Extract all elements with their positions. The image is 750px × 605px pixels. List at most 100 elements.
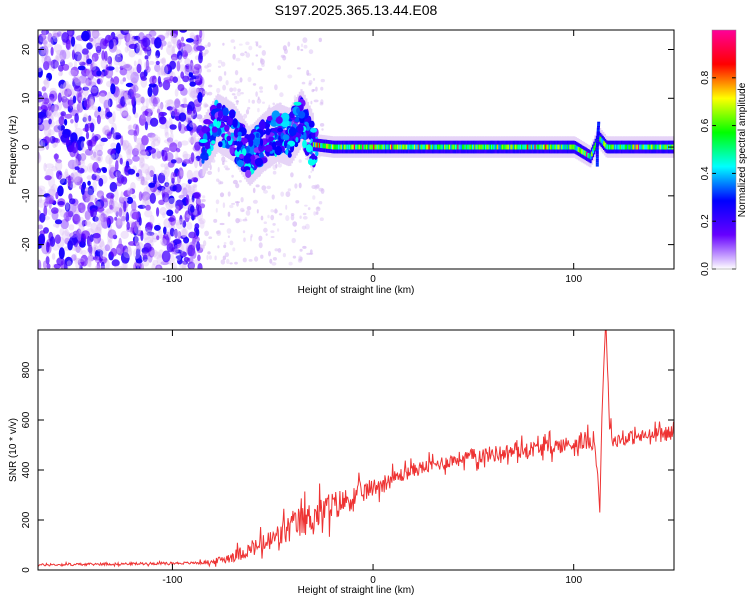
spectrogram-cell xyxy=(352,144,355,150)
spectrogram-cell xyxy=(145,204,151,211)
spectrogram-cell xyxy=(270,230,275,233)
spectrogram-cell xyxy=(175,157,183,164)
spectrogram-cell xyxy=(67,159,77,170)
spectrogram-cell xyxy=(615,144,617,150)
spectrogram-cell xyxy=(132,155,140,162)
spectrogram-cell xyxy=(231,93,236,96)
spectrogram-cell xyxy=(92,180,97,192)
spectrogram-cell xyxy=(93,151,97,158)
spectrogram-cell xyxy=(347,144,350,150)
spectrogram-cell xyxy=(120,252,130,264)
spectrogram-cell xyxy=(115,134,122,140)
spectrogram-cell xyxy=(46,109,50,118)
spectrogram-cell xyxy=(138,216,142,226)
spectrogram-cell xyxy=(140,176,145,186)
spectrogram-cell xyxy=(116,180,123,187)
spectrogram-cell xyxy=(547,144,550,150)
spectrogram-cell xyxy=(139,262,144,269)
spectrogram-cell xyxy=(409,144,412,150)
spectrogram-cell xyxy=(227,191,231,197)
spectrogram-cell xyxy=(500,144,503,150)
spectrogram-cell xyxy=(172,185,177,192)
spectrogram-cell xyxy=(74,85,82,92)
spectrogram-cell xyxy=(662,144,664,150)
spectrogram-cell xyxy=(616,144,619,150)
spectrogram-cell xyxy=(102,111,107,115)
spectrogram-cell xyxy=(41,45,49,57)
spectrogram-cell xyxy=(167,182,174,187)
spectrogram-cell xyxy=(182,159,191,164)
spectrogram-cell xyxy=(570,144,573,150)
spectrogram-cell xyxy=(55,55,64,63)
spectrogram-cell xyxy=(204,103,209,108)
spectrogram-cell xyxy=(274,145,283,156)
spectrogram-cell xyxy=(653,144,656,150)
spectrogram-cell xyxy=(139,149,149,156)
spectrogram-cell xyxy=(164,163,169,170)
spectrogram-cell xyxy=(186,169,193,180)
spectrogram-cell xyxy=(527,144,530,150)
spectrogram-cell xyxy=(303,131,307,141)
spectrogram-cell xyxy=(197,91,203,103)
spectrogram-cell xyxy=(118,237,122,250)
spectrogram-cell xyxy=(86,68,92,77)
spectrogram-cell xyxy=(68,30,73,36)
spectrogram-cell xyxy=(259,90,264,93)
spectrogram-cell xyxy=(87,189,94,196)
spectrogram-cell xyxy=(121,262,127,269)
spectrogram-cell xyxy=(255,91,258,97)
spectrogram-cell xyxy=(321,143,324,149)
spectrogram-cell xyxy=(234,201,240,204)
spectrogram-cell xyxy=(636,144,639,150)
spectrogram-cell xyxy=(241,148,247,156)
spectrogram-cell xyxy=(442,144,445,150)
spectrogram-cell xyxy=(480,144,483,150)
spectrogram-cell xyxy=(647,144,650,150)
spectrogram-cell xyxy=(171,46,176,55)
spectrogram-cell xyxy=(236,140,243,147)
spectrogram-cell xyxy=(411,144,414,150)
spectrogram-cell xyxy=(110,247,118,257)
spectrogram-cell xyxy=(125,94,131,105)
spectrogram-cell xyxy=(121,215,126,222)
spectrogram-cell xyxy=(229,109,236,119)
spectrogram-cell xyxy=(71,254,77,261)
spectrogram-cell xyxy=(62,82,69,90)
spectrogram-cell xyxy=(234,70,239,76)
spectrogram-cell xyxy=(229,262,233,265)
spectrogram-cell xyxy=(211,140,216,145)
spectrogram-cell xyxy=(58,247,65,260)
spectrogram-cell xyxy=(189,59,194,72)
spectrogram-cell xyxy=(646,144,649,150)
spectrogram-cell xyxy=(175,150,179,163)
spectrogram-cell xyxy=(120,30,129,36)
spectrogram-cell xyxy=(149,136,158,143)
spectrogram-cell xyxy=(318,37,322,43)
spectrogram-cell xyxy=(109,204,113,210)
spectrogram-cell xyxy=(471,144,474,150)
spectrogram-cell xyxy=(57,185,64,197)
spectrogram-cell xyxy=(655,144,658,150)
spectrogram-cell xyxy=(545,144,548,150)
spectrogram-cell xyxy=(187,119,193,126)
spectrogram-cell xyxy=(335,144,338,150)
spectrogram-cell xyxy=(194,55,200,60)
spectrogram-cell xyxy=(132,86,136,98)
spectrogram-cell xyxy=(169,75,174,82)
spectrogram-cell xyxy=(408,144,410,150)
spectrogram-cell xyxy=(58,64,64,72)
spectrogram-cell xyxy=(145,200,150,206)
spectrogram-cell xyxy=(563,144,566,150)
spectrogram-cell xyxy=(639,144,642,150)
spectrogram-cell xyxy=(596,141,599,144)
spectrogram-cell xyxy=(193,63,202,70)
spectrogram-cell xyxy=(115,151,121,163)
spectrogram-cell xyxy=(556,144,558,150)
spectrogram-cell xyxy=(660,144,663,150)
spectrogram-cell xyxy=(106,111,113,118)
spectrogram-cell xyxy=(178,121,182,132)
spectrogram-cell xyxy=(51,165,58,172)
spectrogram-cell xyxy=(153,173,157,185)
spectrogram-cell xyxy=(236,100,239,105)
spectrogram-cell xyxy=(180,227,189,238)
